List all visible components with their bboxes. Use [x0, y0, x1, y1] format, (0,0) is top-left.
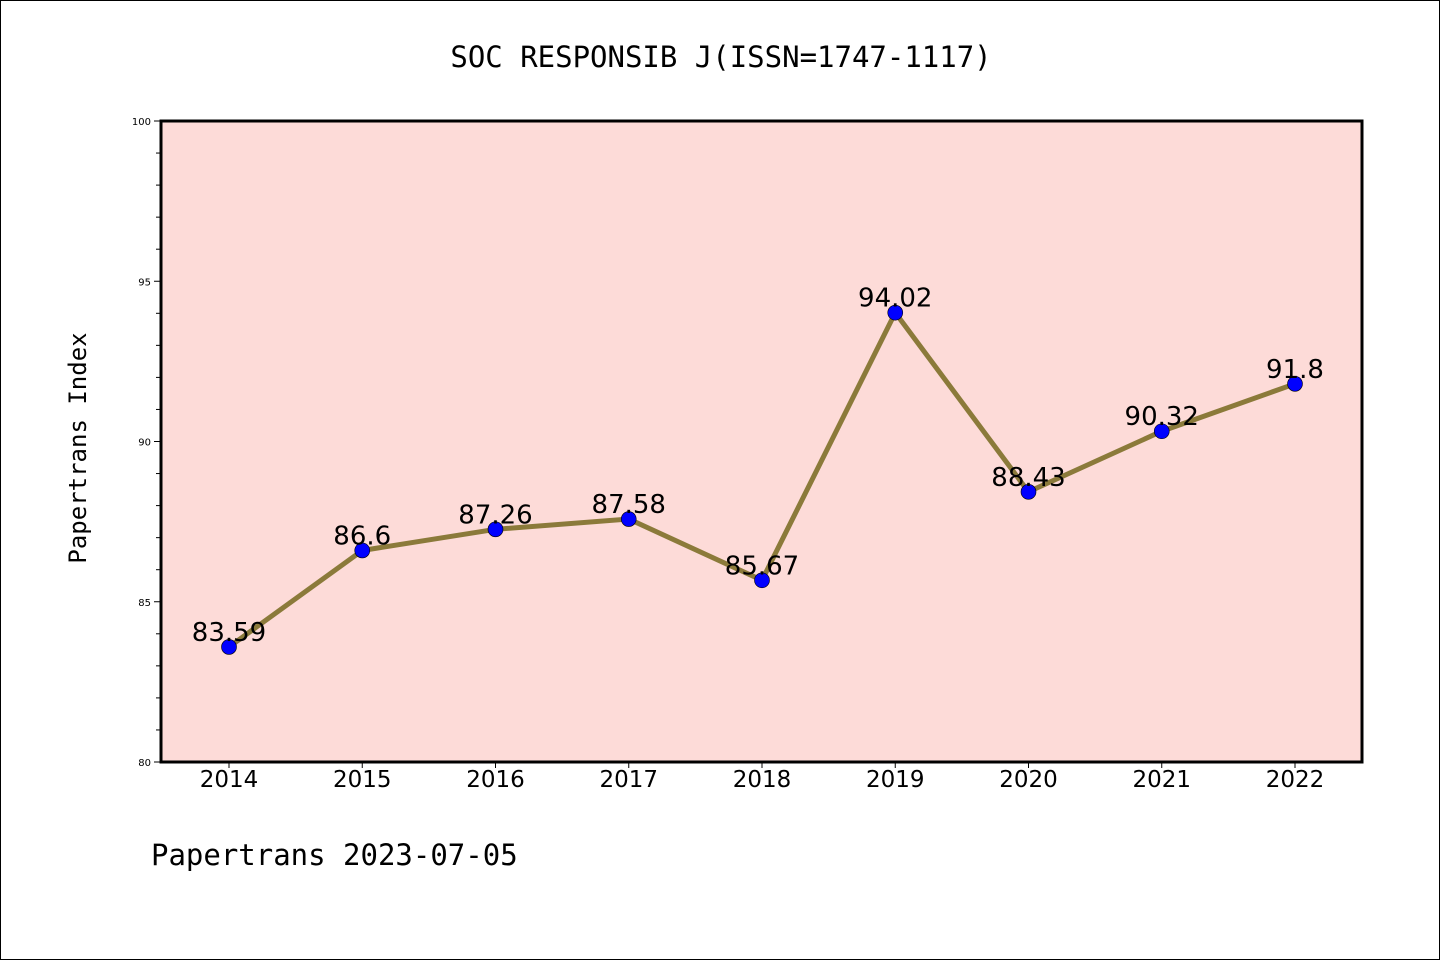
- data-point: [487, 521, 504, 538]
- x-tick-label: 2022: [1266, 767, 1325, 793]
- x-tick-label: 2014: [200, 767, 259, 793]
- data-label: 90.32: [1125, 402, 1199, 432]
- x-tick-label: 2015: [333, 767, 392, 793]
- y-tick-label: 95: [138, 277, 151, 288]
- data-point: [1153, 423, 1170, 440]
- y-tick-label: 100: [132, 117, 151, 128]
- y-axis-ticks: 80 85 90 95 100: [132, 117, 161, 769]
- plot-area: [161, 121, 1362, 762]
- data-point: [620, 511, 637, 527]
- x-tick-label: 2019: [866, 767, 925, 793]
- x-tick-label: 2018: [733, 767, 792, 793]
- footer-date: Papertrans 2023-07-05: [151, 838, 518, 872]
- data-label: 85.67: [725, 551, 799, 581]
- x-tick-label: 2017: [599, 767, 658, 793]
- x-tick-label: 2021: [1132, 767, 1191, 793]
- chart-title: SOC RESPONSIB J(ISSN=1747-1117): [450, 40, 991, 74]
- data-point: [887, 304, 904, 321]
- data-label: 87.58: [592, 490, 666, 520]
- data-point: [754, 572, 770, 589]
- data-label: 83.59: [192, 618, 266, 648]
- data-label: 94.02: [858, 284, 932, 314]
- data-label: 91.8: [1266, 355, 1324, 385]
- data-point: [1287, 376, 1303, 392]
- data-point: [221, 639, 237, 655]
- x-tick-label: 2016: [466, 767, 525, 793]
- data-label: 88.43: [991, 463, 1065, 493]
- data-labels: 83.59 86.6 87.26 87.58 85.67 94.02 88.43 90.32 9…: [192, 284, 1324, 648]
- y-tick-label: 80: [138, 758, 151, 769]
- data-point: [1020, 484, 1037, 500]
- y-tick-label: 85: [138, 598, 151, 609]
- data-label: 87.26: [458, 500, 532, 530]
- y-tick-label: 90: [138, 438, 151, 449]
- data-series: [221, 304, 1303, 655]
- data-point: [354, 542, 371, 559]
- plot-border: [159, 119, 1364, 764]
- y-axis-label: Papertrans Index: [64, 332, 92, 563]
- data-label: 86.6: [333, 521, 391, 551]
- x-axis-ticks: 2014 2015 2016 2017 2018 2019 2020 2021 2022: [200, 762, 1325, 793]
- x-tick-label: 2020: [999, 767, 1058, 793]
